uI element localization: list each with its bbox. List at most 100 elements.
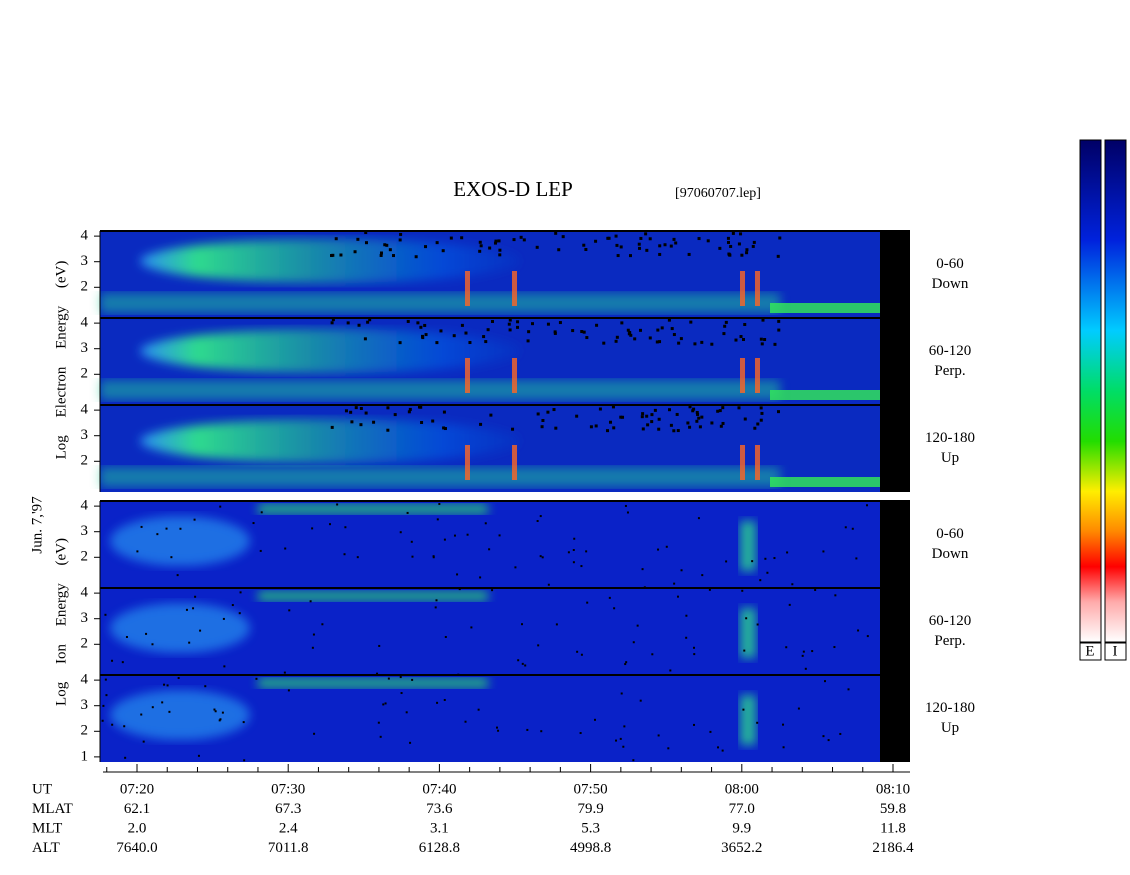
- spectrogram-noise: [356, 556, 359, 559]
- y-tick-label: 3: [81, 427, 89, 443]
- data-gap: [880, 231, 910, 318]
- y-tick-label: 2: [81, 549, 89, 565]
- spectrogram-noise: [656, 328, 660, 332]
- ephemeris-value: 08:10: [876, 781, 910, 797]
- spectrogram-noise: [797, 707, 800, 710]
- spectrogram-noise: [438, 502, 441, 505]
- spectrogram-noise: [739, 335, 743, 339]
- spectrogram-band: [740, 608, 756, 658]
- spectrogram-noise: [435, 599, 438, 602]
- spectrogram-noise: [623, 725, 626, 728]
- spectrogram-noise: [737, 406, 741, 410]
- spectrogram-noise: [443, 427, 447, 431]
- spectrogram-noise: [776, 254, 780, 258]
- spectrogram-band: [100, 293, 780, 313]
- ephemeris-value: 07:20: [120, 781, 154, 797]
- spectrogram-noise: [743, 322, 747, 326]
- spectrogram-noise: [439, 329, 443, 333]
- spectrogram-noise: [142, 740, 145, 743]
- spectrogram-noise: [288, 609, 291, 612]
- spectrogram-noise: [641, 412, 645, 416]
- spectrogram-noise: [778, 236, 782, 240]
- spectrogram-noise: [777, 410, 781, 414]
- spectrogram-noise: [526, 728, 529, 731]
- spectrogram-noise: [672, 237, 676, 241]
- spectrogram-noise: [414, 255, 418, 259]
- spectrogram-noise: [719, 424, 723, 428]
- spectrogram-noise: [456, 573, 459, 576]
- spectrogram-noise: [121, 661, 124, 664]
- spectrogram-noise: [188, 641, 191, 644]
- spectrogram-noise: [686, 421, 690, 425]
- spectrogram-noise: [443, 538, 446, 541]
- spectrogram-noise: [531, 322, 535, 326]
- spectrogram-noise: [756, 623, 759, 626]
- ephemeris-value: 07:40: [422, 781, 456, 797]
- spectrogram-noise: [658, 244, 662, 248]
- spectrogram-noise: [811, 650, 814, 653]
- spectrogram-noise: [101, 719, 104, 722]
- spectrogram-noise: [105, 694, 108, 697]
- spectrogram-noise: [646, 423, 650, 427]
- spectrogram-noise: [595, 323, 599, 327]
- spectrogram-noise: [619, 245, 623, 249]
- spectrogram-noise: [383, 243, 387, 247]
- spectrogram-noise: [357, 323, 361, 327]
- spectrogram-noise: [498, 253, 502, 257]
- spectrogram-noise: [721, 421, 725, 425]
- y-tick-label: 2: [81, 636, 89, 652]
- spectrogram-noise: [753, 426, 757, 430]
- spectrogram-noise: [625, 661, 628, 664]
- spectrogram-noise: [252, 522, 255, 525]
- spectrogram-noise: [411, 678, 414, 681]
- spectrogram-noise: [679, 337, 683, 341]
- spectrogram-noise: [640, 415, 644, 419]
- spectrogram-noise: [743, 417, 747, 421]
- spectrogram-noise: [641, 427, 645, 431]
- spectrogram-noise: [311, 646, 314, 649]
- panel-direction: Perp.: [934, 633, 965, 649]
- spectrogram-noise: [752, 240, 756, 244]
- spectrogram-noise: [192, 607, 195, 610]
- spectrogram-noise: [166, 684, 169, 687]
- spectrogram-noise: [657, 734, 660, 737]
- spectrogram-noise: [734, 338, 738, 342]
- spectrogram-noise: [287, 689, 290, 692]
- spectrogram-noise: [624, 663, 627, 666]
- spectrogram-noise: [431, 419, 435, 423]
- spectrogram-noise: [387, 677, 390, 680]
- spectrogram-noise: [857, 629, 860, 632]
- spectrogram-noise: [151, 643, 154, 646]
- spectrogram-noise: [444, 635, 447, 638]
- spectrogram-noise: [309, 600, 312, 603]
- spectrogram-noise: [648, 237, 652, 241]
- ephemeris-value: 3.1: [430, 820, 449, 836]
- spectrogram-noise: [379, 251, 383, 255]
- spectrogram-noise: [507, 322, 511, 326]
- spectrogram-noise: [478, 240, 482, 244]
- spectrogram-noise: [621, 415, 625, 419]
- spectrogram-noise: [571, 329, 575, 333]
- spectrogram-noise: [378, 644, 381, 647]
- spectrogram-noise: [598, 407, 602, 411]
- ephemeris-value: 2.0: [128, 820, 147, 836]
- spectrogram-noise: [847, 688, 850, 691]
- spectrogram-noise: [674, 241, 678, 245]
- spectrogram-noise: [199, 629, 202, 632]
- spectrogram-noise: [546, 322, 550, 326]
- spectrogram-noise: [782, 746, 785, 749]
- spectrogram-noise: [801, 654, 804, 657]
- panel-angle: 0-60: [936, 256, 964, 272]
- spectrogram-noise: [512, 238, 516, 242]
- y-tick-label: 3: [81, 340, 89, 356]
- spectrogram-noise: [193, 518, 196, 521]
- spectrogram-noise: [760, 411, 764, 415]
- spectrogram-spike: [740, 358, 745, 393]
- spectrogram-noise: [125, 635, 128, 638]
- spectrogram-noise: [667, 747, 670, 750]
- spectrogram-noise: [650, 420, 654, 424]
- spectrogram-noise: [594, 239, 598, 243]
- spectrogram-noise: [104, 613, 107, 616]
- spectrogram-noise: [648, 336, 652, 340]
- spectrogram-noise: [855, 557, 858, 560]
